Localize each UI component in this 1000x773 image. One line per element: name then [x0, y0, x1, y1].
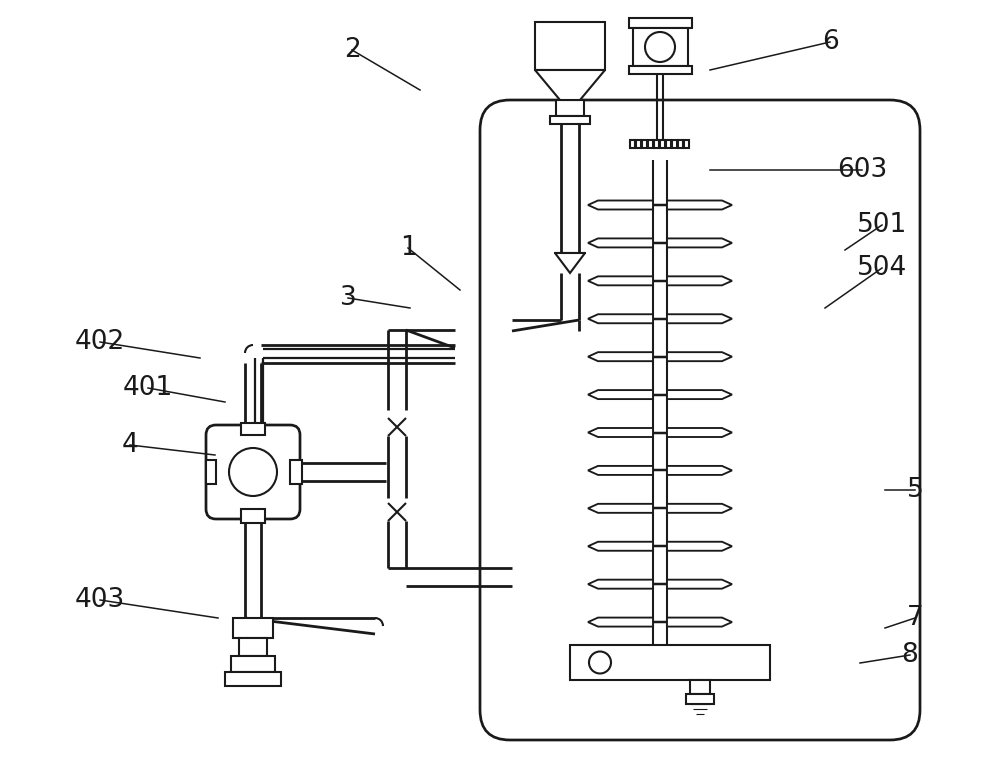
Polygon shape: [588, 466, 653, 475]
Bar: [678, 140, 683, 148]
Polygon shape: [667, 352, 732, 361]
Bar: [648, 140, 653, 148]
Polygon shape: [588, 542, 653, 550]
Bar: [666, 140, 671, 148]
Polygon shape: [588, 238, 653, 247]
Text: 3: 3: [340, 285, 356, 311]
Polygon shape: [667, 618, 732, 627]
Polygon shape: [667, 580, 732, 589]
Polygon shape: [588, 352, 653, 361]
Polygon shape: [667, 466, 732, 475]
Text: 7: 7: [907, 605, 923, 631]
Text: 6: 6: [822, 29, 838, 55]
Polygon shape: [667, 315, 732, 323]
Text: 2: 2: [344, 37, 360, 63]
Polygon shape: [588, 200, 653, 209]
Polygon shape: [588, 580, 653, 589]
Bar: [672, 140, 677, 148]
Bar: [690, 680, 710, 694]
Polygon shape: [588, 504, 653, 512]
Polygon shape: [588, 315, 653, 323]
FancyBboxPatch shape: [480, 100, 920, 740]
Bar: [556, 100, 584, 116]
Bar: [570, 645, 770, 680]
Text: 504: 504: [857, 255, 907, 281]
Polygon shape: [555, 253, 585, 273]
Text: 401: 401: [123, 375, 173, 401]
Bar: [231, 656, 275, 672]
Polygon shape: [588, 618, 653, 627]
Polygon shape: [667, 390, 732, 399]
Polygon shape: [588, 390, 653, 399]
Text: 402: 402: [75, 329, 125, 355]
Bar: [225, 672, 281, 686]
Bar: [535, 22, 605, 70]
Text: 5: 5: [907, 477, 923, 503]
Polygon shape: [588, 656, 653, 665]
Polygon shape: [667, 504, 732, 512]
Bar: [241, 509, 265, 523]
Polygon shape: [667, 200, 732, 209]
Bar: [629, 18, 692, 28]
Polygon shape: [667, 428, 732, 437]
Polygon shape: [588, 276, 653, 285]
Circle shape: [229, 448, 277, 496]
Circle shape: [645, 32, 675, 62]
Bar: [239, 638, 267, 656]
Bar: [654, 140, 659, 148]
Text: 603: 603: [837, 157, 887, 183]
Text: 1: 1: [400, 235, 416, 261]
Bar: [642, 140, 647, 148]
Bar: [241, 423, 265, 435]
Polygon shape: [535, 70, 605, 100]
Bar: [660, 140, 665, 148]
Bar: [550, 116, 590, 124]
Text: 8: 8: [902, 642, 918, 668]
Bar: [636, 140, 641, 148]
Bar: [206, 460, 216, 484]
Bar: [633, 28, 688, 66]
Text: 4: 4: [122, 432, 138, 458]
Polygon shape: [667, 276, 732, 285]
Text: 403: 403: [75, 587, 125, 613]
Polygon shape: [667, 542, 732, 550]
Polygon shape: [667, 238, 732, 247]
Bar: [290, 460, 302, 484]
Bar: [630, 140, 635, 148]
Bar: [686, 694, 714, 704]
Text: 501: 501: [857, 212, 907, 238]
FancyBboxPatch shape: [206, 425, 300, 519]
Bar: [629, 66, 692, 74]
Bar: [233, 618, 273, 638]
Circle shape: [589, 652, 611, 673]
Polygon shape: [667, 656, 732, 665]
Polygon shape: [588, 428, 653, 437]
Bar: [684, 140, 689, 148]
